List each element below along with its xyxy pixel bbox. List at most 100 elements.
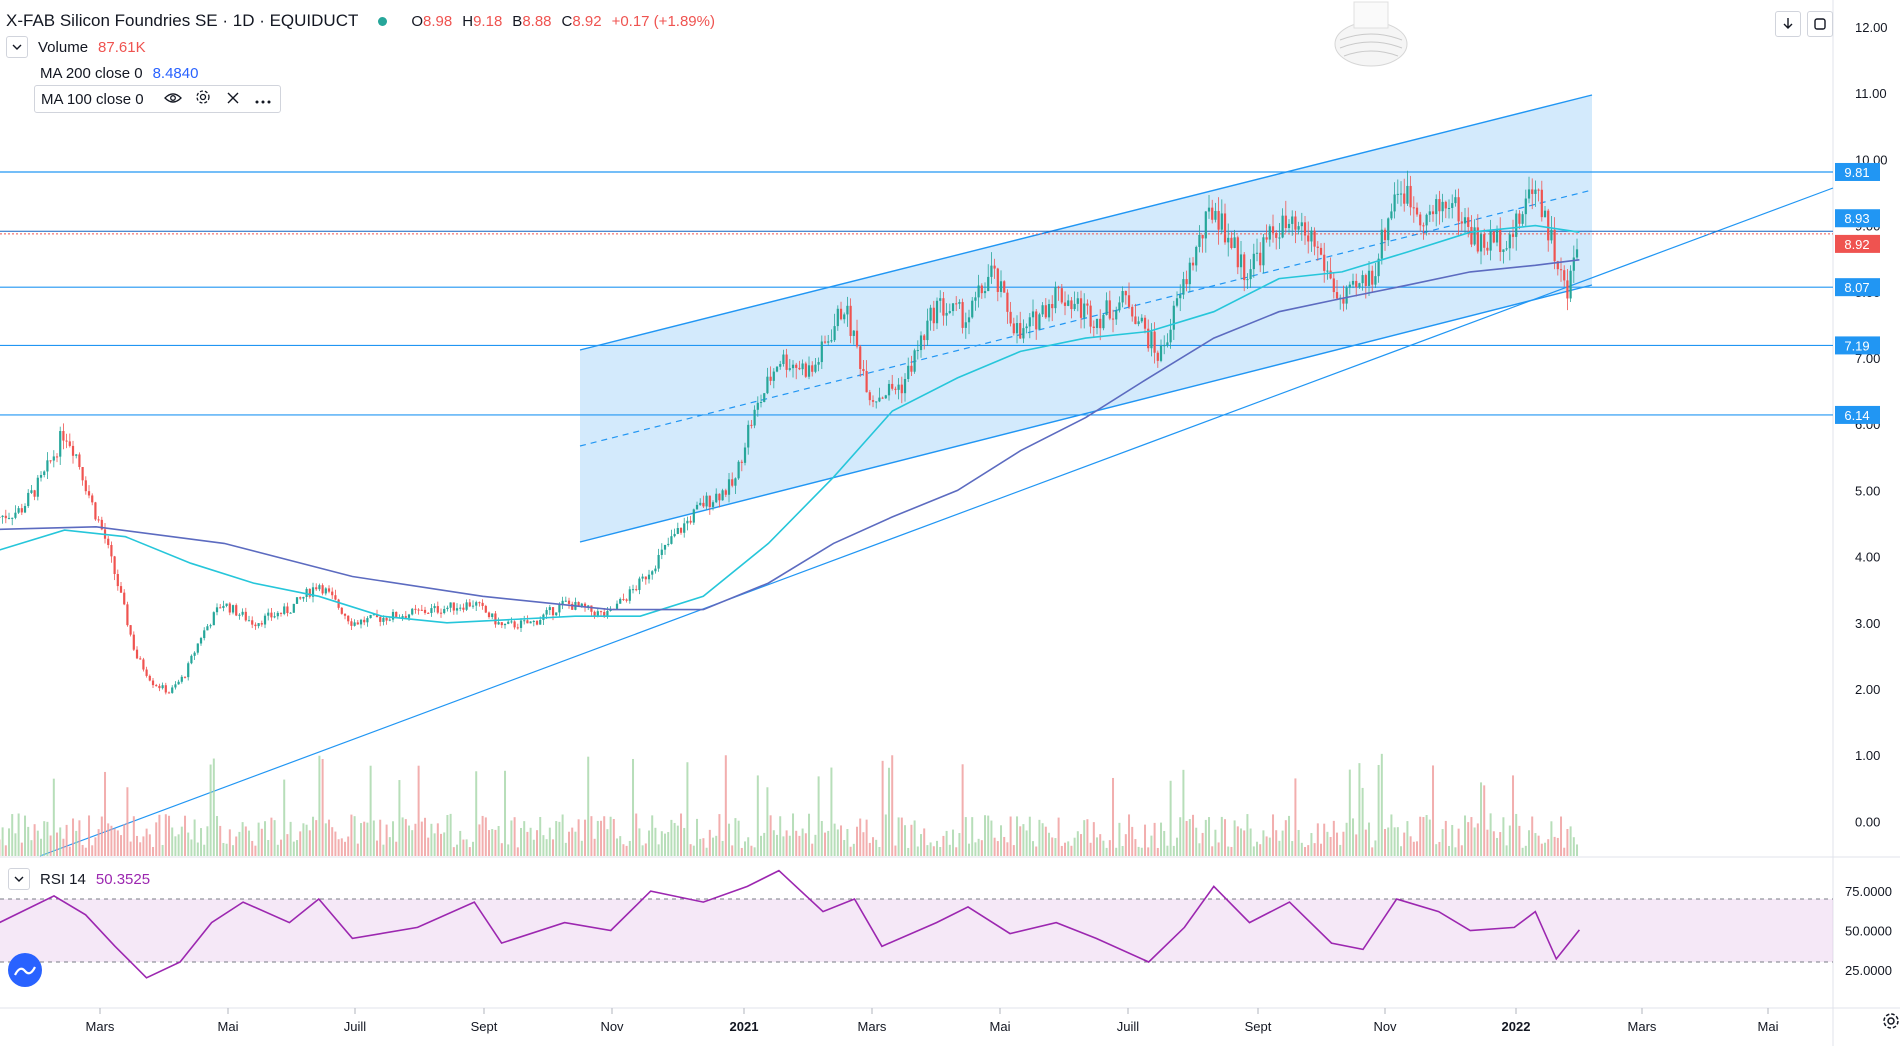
regression-channel[interactable] <box>579 94 1593 543</box>
candle-body <box>1307 235 1310 242</box>
volume-bar <box>302 823 305 856</box>
candle-body <box>459 607 462 609</box>
volume-bar <box>926 845 929 856</box>
candle-body <box>567 600 571 604</box>
candle-body <box>625 599 628 601</box>
candle-body <box>635 589 638 591</box>
candle-body <box>967 317 971 323</box>
volume-bar <box>177 834 180 856</box>
volume-bar <box>1073 837 1076 856</box>
volume-bar <box>1320 843 1323 856</box>
candle-body <box>599 611 603 613</box>
volume-bar <box>1044 826 1047 856</box>
y-tick-label: 2.00 <box>1855 682 1880 697</box>
volume-bar <box>1428 819 1431 856</box>
volume-bar <box>1566 829 1569 856</box>
settings-gear-icon[interactable] <box>1882 1012 1900 1036</box>
ma100-legend-box[interactable]: MA 100 close 0 <box>34 85 281 113</box>
volume-bar <box>4 845 7 856</box>
chevron-down-icon[interactable] <box>8 868 30 890</box>
candle-body <box>439 612 443 614</box>
candle-body <box>951 303 955 312</box>
ma200-label[interactable]: MA 200 close 0 <box>40 64 143 82</box>
tradingview-logo-icon[interactable] <box>8 953 42 987</box>
time-axis[interactable]: Mars Mai Juill Sept Nov 2021 Mars Mai Juill Sept N… <box>86 1008 1779 1034</box>
candle-body <box>1358 283 1361 288</box>
volume-bar <box>299 831 302 856</box>
candle-body <box>833 326 836 341</box>
price-axis[interactable]: 12.0011.0010.009.008.007.006.005.004.003… <box>1855 20 1888 829</box>
volume-bar <box>1054 838 1057 856</box>
volume-bar <box>811 843 814 856</box>
close-icon[interactable] <box>222 91 244 108</box>
gear-icon[interactable] <box>192 89 214 109</box>
y-tick-label: 3.00 <box>1855 616 1880 631</box>
candle-body <box>1188 262 1191 285</box>
volume-bar <box>1483 785 1486 856</box>
candle-body <box>97 519 100 521</box>
volume-bar <box>705 847 708 856</box>
volume-bar <box>27 826 30 856</box>
volume-bar <box>1032 841 1035 856</box>
fullscreen-icon[interactable] <box>1807 11 1833 37</box>
x-tick-label: Mai <box>1758 1019 1779 1034</box>
more-icon[interactable] <box>252 91 274 108</box>
candle-body <box>721 490 724 501</box>
volume-bar <box>107 823 110 856</box>
volume-bar <box>619 836 622 856</box>
candle-body <box>929 307 932 321</box>
candle-body <box>990 265 993 277</box>
ma100-label[interactable]: MA 100 close 0 <box>41 90 144 108</box>
chevron-down-icon[interactable] <box>6 36 28 58</box>
horizontal-levels[interactable] <box>0 171 1833 416</box>
volume-bar <box>766 787 769 856</box>
candle-body <box>356 622 359 625</box>
volume-bar <box>840 825 843 856</box>
volume-bar <box>1057 817 1060 856</box>
volume-bar <box>219 825 222 856</box>
candle-body <box>571 603 574 610</box>
volume-bar <box>1524 845 1527 856</box>
channel-lower-line[interactable] <box>579 284 1593 543</box>
volume-bar <box>769 815 772 856</box>
trendline-support[interactable] <box>39 187 1834 857</box>
candle-body <box>1415 207 1419 215</box>
download-icon[interactable] <box>1775 11 1801 37</box>
volume-bar <box>1236 826 1239 856</box>
candle-body <box>292 603 295 613</box>
candle-body <box>1278 237 1281 239</box>
candle-body <box>849 305 852 336</box>
candle-body <box>1275 232 1278 238</box>
x-tick-label: 2022 <box>1502 1019 1531 1034</box>
volume-bar <box>907 847 910 856</box>
rsi-tick-label: 50.0000 <box>1845 924 1892 939</box>
candle-body <box>955 303 958 305</box>
candle-body <box>1067 300 1070 306</box>
volume-bar <box>1265 836 1268 856</box>
eye-icon[interactable] <box>162 91 184 108</box>
candle-body <box>244 611 247 621</box>
candle-body <box>718 493 721 501</box>
volume-bar <box>30 840 33 856</box>
candle-body <box>619 599 622 604</box>
price-tags: 9.81 8.07 7.19 6.14 8.93 8.92 <box>1835 162 1880 424</box>
volume-bar <box>401 817 404 856</box>
candle-body <box>881 397 884 399</box>
candle-body <box>212 612 215 626</box>
volume-bar <box>1227 846 1230 856</box>
volume-bar <box>136 835 139 856</box>
candle-body <box>855 330 859 347</box>
volume-bar <box>1051 837 1054 856</box>
volume-bar <box>1368 822 1371 856</box>
candle-body <box>388 619 391 621</box>
candle-body <box>1342 297 1345 304</box>
volume-bar <box>1323 823 1326 856</box>
volume-bar <box>68 846 71 856</box>
channel-upper-line[interactable] <box>579 94 1593 351</box>
y-tick-label: 4.00 <box>1855 550 1880 565</box>
candle-body <box>763 393 766 403</box>
volume-bar <box>1502 817 1505 856</box>
rsi-label[interactable]: RSI 14 <box>40 870 86 888</box>
symbol-title[interactable]: X-FAB Silicon Foundries SE · 1D · EQUIDU… <box>6 11 359 30</box>
